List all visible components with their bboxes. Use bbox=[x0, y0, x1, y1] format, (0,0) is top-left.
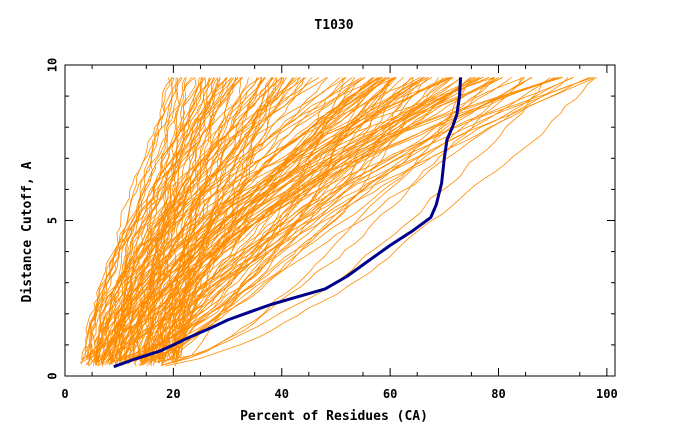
chart-title: T1030 bbox=[314, 18, 353, 33]
x-axis-ticks: 0 20 40 60 80 100 bbox=[61, 65, 618, 401]
highlight-curve bbox=[113, 77, 463, 369]
model-curve bbox=[114, 77, 228, 366]
x-tick-label: 40 bbox=[275, 387, 289, 401]
model-curve bbox=[81, 77, 234, 360]
y-axis-ticks: 0 5 10 bbox=[46, 58, 615, 380]
model-curve bbox=[116, 77, 496, 366]
model-curve bbox=[148, 77, 175, 367]
model-curve bbox=[171, 77, 227, 358]
model-curve bbox=[138, 77, 412, 366]
model-curve bbox=[116, 77, 424, 362]
model-curve bbox=[145, 77, 202, 359]
x-tick-label: 0 bbox=[61, 387, 68, 401]
model-curve bbox=[156, 77, 394, 363]
model-curve bbox=[118, 77, 219, 366]
model-curve bbox=[171, 77, 344, 363]
model-curve bbox=[124, 77, 396, 364]
model-curve bbox=[143, 77, 243, 361]
model-curve bbox=[126, 77, 439, 365]
model-curve bbox=[165, 77, 597, 367]
model-curve bbox=[133, 77, 203, 365]
y-tick-label: 0 bbox=[46, 372, 60, 379]
model-curve bbox=[113, 77, 454, 363]
model-curve bbox=[123, 77, 307, 364]
model-curve bbox=[159, 77, 301, 359]
model-curve bbox=[95, 77, 397, 362]
model-curve bbox=[144, 77, 429, 363]
model-curve bbox=[95, 77, 283, 366]
model-curve bbox=[161, 77, 525, 364]
model-curve bbox=[132, 77, 294, 359]
model-curve bbox=[153, 77, 551, 363]
model-curve bbox=[116, 77, 197, 365]
model-curves-bundle bbox=[79, 77, 597, 367]
model-curve bbox=[100, 77, 462, 360]
model-curve bbox=[96, 77, 210, 367]
model-curve bbox=[95, 77, 195, 364]
model-curve bbox=[109, 77, 453, 358]
model-curve bbox=[121, 77, 533, 360]
model-curve bbox=[124, 77, 494, 362]
highlight-curve-group bbox=[113, 77, 463, 369]
model-curve bbox=[88, 77, 238, 367]
model-curve bbox=[137, 77, 379, 365]
model-curve bbox=[174, 77, 386, 367]
model-curve bbox=[129, 77, 444, 362]
model-curve bbox=[140, 77, 414, 363]
model-curve bbox=[136, 77, 366, 364]
model-curve bbox=[80, 77, 555, 360]
model-curve bbox=[174, 77, 375, 362]
model-curve bbox=[163, 77, 474, 365]
model-curve bbox=[87, 77, 341, 359]
model-curve bbox=[100, 77, 328, 363]
model-curve bbox=[176, 77, 381, 359]
model-curve bbox=[161, 77, 283, 366]
model-curve bbox=[85, 77, 236, 366]
y-tick-label: 10 bbox=[46, 58, 60, 72]
model-curve bbox=[161, 77, 365, 359]
y-axis-label: Distance Cutoff, A bbox=[20, 161, 35, 302]
x-tick-label: 60 bbox=[383, 387, 397, 401]
x-axis-label: Percent of Residues (CA) bbox=[240, 409, 428, 424]
model-curve bbox=[109, 77, 232, 362]
model-curve bbox=[153, 77, 207, 363]
model-curve bbox=[119, 77, 559, 358]
model-curve bbox=[95, 77, 562, 364]
model-curve bbox=[87, 77, 320, 360]
model-curve bbox=[118, 77, 347, 366]
model-curve bbox=[161, 77, 574, 364]
model-curve bbox=[94, 77, 472, 360]
y-tick-label: 5 bbox=[46, 217, 60, 224]
model-curve bbox=[160, 77, 522, 366]
model-curve bbox=[87, 77, 228, 366]
model-curve bbox=[89, 77, 383, 362]
model-curve bbox=[174, 77, 218, 362]
model-curve bbox=[143, 77, 463, 359]
model-curve bbox=[158, 77, 263, 360]
x-tick-label: 80 bbox=[491, 387, 505, 401]
model-curve bbox=[119, 77, 200, 362]
model-curve bbox=[141, 77, 180, 362]
model-curve bbox=[89, 77, 490, 363]
model-curve bbox=[143, 77, 478, 363]
x-tick-label: 20 bbox=[166, 387, 180, 401]
model-curve bbox=[84, 77, 275, 358]
x-tick-label: 100 bbox=[596, 387, 618, 401]
